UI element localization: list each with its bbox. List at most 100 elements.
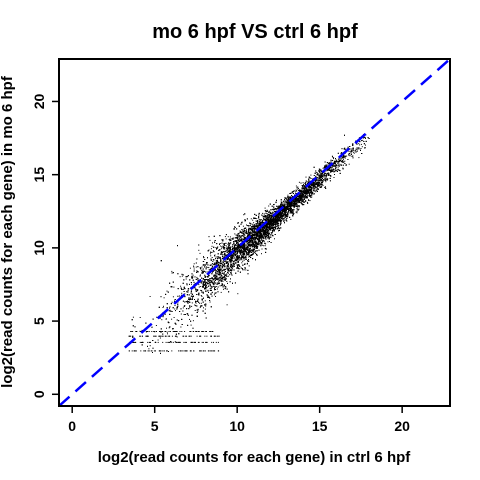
- data-point: [207, 276, 209, 278]
- data-point: [233, 269, 235, 271]
- data-point: [139, 317, 141, 318]
- data-point: [294, 201, 296, 203]
- data-point: [326, 165, 328, 167]
- data-point: [159, 337, 161, 339]
- data-point: [333, 158, 334, 160]
- data-point: [315, 175, 317, 177]
- data-point: [230, 273, 232, 275]
- data-point: [275, 217, 277, 219]
- data-point: [192, 295, 194, 297]
- data-point: [252, 245, 254, 247]
- data-point: [236, 264, 238, 266]
- data-point: [317, 177, 319, 179]
- data-point: [218, 277, 220, 279]
- data-point: [263, 239, 264, 241]
- data-point: [348, 163, 350, 165]
- data-point: [222, 265, 224, 267]
- data-point: [208, 279, 210, 281]
- data-point: [194, 310, 196, 311]
- data-point: [223, 288, 224, 290]
- data-point: [236, 240, 238, 242]
- data-point: [175, 310, 176, 312]
- data-point: [303, 192, 305, 194]
- data-point: [297, 208, 299, 210]
- data-point: [207, 280, 209, 282]
- data-point: [306, 187, 308, 189]
- data-point: [285, 203, 287, 205]
- data-point: [271, 228, 273, 229]
- data-point: [254, 240, 256, 242]
- data-point: [326, 173, 328, 175]
- data-point: [328, 162, 330, 164]
- data-point: [216, 270, 218, 272]
- data-point: [161, 319, 163, 321]
- data-point: [212, 285, 214, 287]
- data-point: [214, 263, 216, 265]
- data-point: [201, 271, 203, 272]
- data-point: [185, 278, 187, 280]
- data-point: [258, 237, 260, 239]
- data-point: [298, 190, 300, 192]
- data-point: [197, 299, 199, 301]
- data-point: [258, 218, 260, 220]
- data-point: [275, 228, 277, 230]
- data-point: [243, 257, 244, 259]
- data-point: [213, 280, 215, 282]
- data-point: [271, 212, 273, 214]
- data-point: [245, 255, 247, 257]
- data-point: [330, 168, 332, 170]
- data-point: [265, 226, 266, 228]
- data-point: [193, 265, 194, 267]
- data-point: [356, 147, 358, 149]
- data-point: [313, 187, 315, 189]
- data-point: [272, 211, 274, 213]
- data-point: [203, 256, 204, 258]
- data-point: [251, 223, 253, 225]
- data-point: [294, 198, 296, 200]
- data-point: [271, 224, 273, 226]
- data-point: [174, 305, 176, 306]
- data-point: [277, 208, 279, 210]
- data-point: [229, 274, 231, 276]
- data-point: [278, 215, 280, 217]
- data-point: [278, 230, 279, 232]
- data-point: [239, 257, 241, 259]
- data-point: [317, 178, 319, 180]
- data-point: [283, 217, 285, 219]
- data-point: [209, 297, 211, 299]
- data-point: [209, 239, 211, 241]
- data-point: [227, 272, 229, 274]
- data-point: [207, 282, 209, 284]
- data-point: [261, 244, 263, 246]
- data-point: [242, 229, 244, 231]
- data-point: [233, 260, 235, 262]
- data-point: [249, 225, 251, 227]
- data-point: [253, 230, 255, 231]
- data-point: [241, 256, 243, 258]
- data-point: [140, 342, 142, 343]
- data-point: [237, 233, 239, 235]
- data-point: [224, 272, 225, 274]
- data-point: [282, 204, 284, 206]
- data-point: [284, 208, 286, 210]
- data-point: [189, 267, 191, 269]
- data-point: [176, 336, 178, 338]
- data-point: [210, 248, 212, 250]
- data-point: [265, 243, 267, 245]
- data-point: [215, 260, 217, 262]
- data-point: [266, 218, 268, 219]
- data-point: [310, 174, 312, 176]
- data-point: [210, 278, 212, 280]
- data-point: [315, 181, 317, 183]
- data-point: [249, 239, 251, 241]
- data-point: [224, 269, 225, 271]
- data-point: [304, 201, 306, 203]
- data-point: [301, 197, 303, 199]
- data-point: [219, 266, 221, 268]
- data-point: [231, 268, 233, 269]
- data-point: [298, 198, 300, 199]
- data-point: [309, 177, 311, 179]
- data-point: [359, 144, 361, 146]
- data-point: [236, 246, 238, 248]
- data-point: [200, 295, 202, 296]
